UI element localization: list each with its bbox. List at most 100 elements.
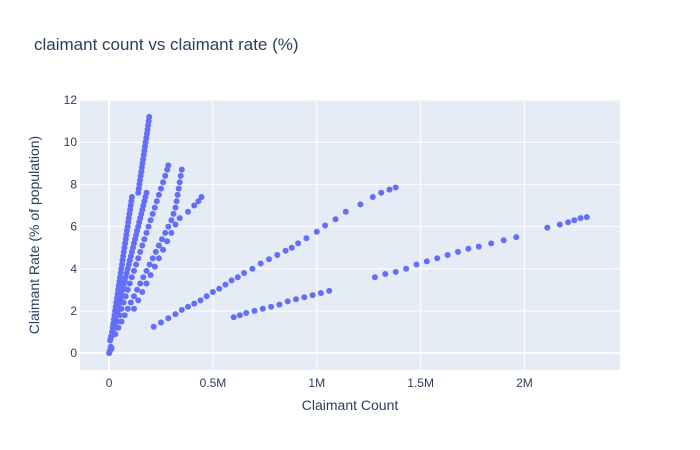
data-point [168, 217, 175, 224]
data-point [216, 285, 223, 292]
data-point [378, 189, 385, 196]
data-point [371, 274, 378, 281]
data-point [165, 162, 172, 169]
data-point [198, 194, 205, 200]
data-point [150, 323, 157, 330]
data-point [151, 204, 158, 211]
data-point [141, 236, 148, 243]
plot-area [80, 100, 620, 370]
data-point [172, 311, 179, 318]
data-point [386, 186, 393, 193]
data-point [413, 261, 420, 268]
y-tick-label: 6 [70, 220, 77, 234]
data-point [155, 191, 162, 198]
data-point [143, 189, 150, 196]
data-point [147, 272, 154, 279]
data-point [143, 280, 150, 287]
data-point [197, 297, 204, 304]
data-point [251, 307, 258, 314]
data-point [127, 299, 134, 306]
y-axis-title: Claimant Rate (% of population) [26, 136, 42, 334]
data-point [230, 314, 237, 321]
data-point [513, 234, 520, 241]
data-point [153, 198, 160, 205]
data-point [155, 242, 162, 249]
data-point [131, 293, 137, 300]
data-point [164, 238, 171, 245]
data-point [149, 210, 156, 217]
data-point [191, 300, 198, 307]
data-point [259, 305, 266, 312]
data-point [165, 315, 172, 322]
data-point [434, 255, 441, 262]
data-point [403, 265, 410, 272]
data-point [137, 280, 144, 287]
data-point [313, 228, 320, 235]
data-point [465, 245, 472, 252]
data-point [276, 301, 283, 308]
data-point [565, 219, 572, 226]
data-point [118, 305, 125, 312]
data-point [544, 224, 551, 231]
data-point [174, 191, 181, 198]
data-point [556, 221, 563, 228]
x-tick-label: 2M [516, 376, 533, 390]
data-point [133, 261, 140, 268]
data-point [159, 236, 165, 243]
data-point [301, 294, 308, 301]
data-point [114, 318, 121, 325]
data-point [146, 261, 153, 268]
data-point [222, 281, 229, 288]
data-point [178, 166, 185, 173]
data-point [134, 286, 141, 293]
data-point [172, 204, 179, 211]
data-point [108, 344, 115, 351]
data-point [332, 216, 339, 223]
data-point [284, 298, 291, 305]
data-point [185, 303, 191, 310]
data-point [176, 215, 183, 222]
data-point [571, 217, 578, 224]
data-point [146, 113, 153, 120]
data-point [118, 318, 125, 325]
data-point [243, 310, 250, 316]
data-point [241, 270, 248, 276]
data-point [455, 248, 461, 255]
data-point [191, 202, 198, 209]
data-point [326, 287, 333, 294]
data-point [112, 331, 119, 338]
data-point [140, 274, 147, 281]
data-point [234, 274, 241, 281]
data-point [423, 258, 430, 265]
data-point [158, 319, 164, 326]
data-point [162, 172, 169, 179]
data-point [139, 289, 146, 295]
data-point [203, 293, 210, 300]
data-point [122, 293, 129, 300]
x-tick-label: 1.5M [407, 376, 434, 390]
data-point [577, 215, 584, 222]
data-point [236, 312, 243, 319]
data-point [143, 229, 150, 236]
data-point [266, 256, 272, 263]
data-point [317, 290, 324, 296]
data-point [177, 172, 184, 179]
y-tick-label: 12 [64, 93, 78, 107]
x-tick-labels: 0 0.5M 1M 1.5M 2M [106, 376, 533, 390]
data-point [322, 222, 329, 229]
data-point [282, 247, 289, 254]
data-point [195, 198, 202, 205]
data-point [120, 299, 127, 306]
data-point [178, 306, 185, 313]
y-tick-labels: 0 2 4 6 8 10 12 [64, 93, 78, 360]
data-point [116, 312, 123, 319]
data-point [228, 277, 235, 284]
data-point [583, 214, 590, 221]
data-point [475, 243, 482, 250]
data-point [268, 303, 275, 310]
data-point [209, 289, 216, 295]
data-point [139, 242, 146, 249]
y-tick-label: 8 [70, 177, 77, 191]
chart-title: claimant count vs claimant rate (%) [34, 35, 299, 54]
